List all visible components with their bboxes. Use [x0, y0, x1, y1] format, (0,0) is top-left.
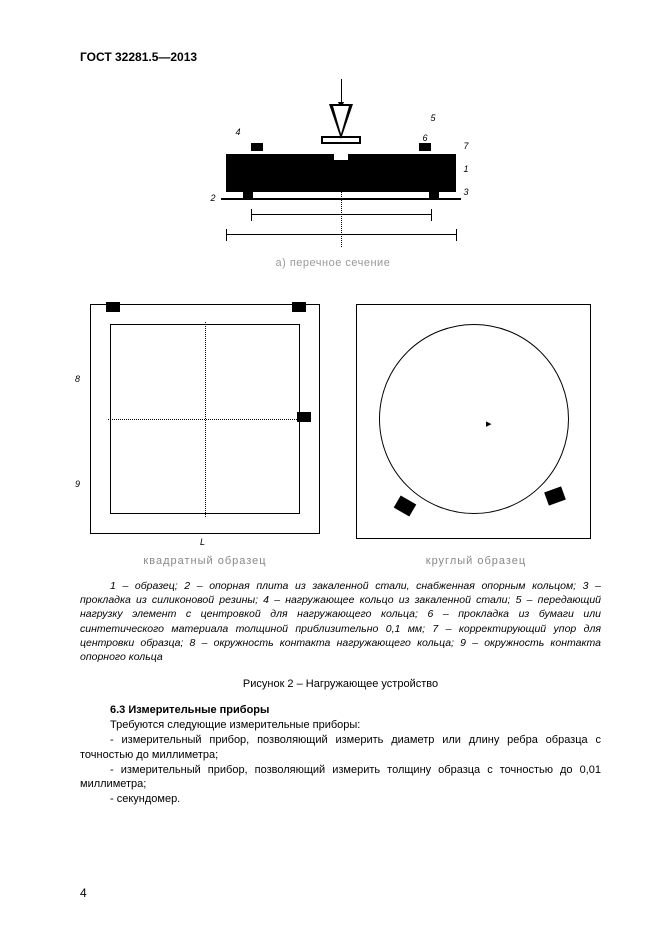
page-number: 4	[80, 886, 87, 900]
label-8: 8	[75, 374, 80, 384]
document-header: ГОСТ 32281.5—2013	[80, 50, 601, 64]
label-2: 2	[211, 193, 216, 203]
label-5: 5	[431, 113, 436, 123]
arrow-icon: ▸	[486, 417, 492, 430]
section-6-3-line4: - секундомер.	[80, 792, 601, 807]
round-sample-diagram: ▸	[351, 299, 601, 549]
label-6: 6	[423, 133, 428, 143]
round-sample-caption: круглый образец	[351, 555, 601, 567]
figure-2: 1 2 3 4 5 6 7 а) перечное сечение 8	[80, 79, 601, 690]
label-3: 3	[464, 187, 469, 197]
section-6-3-line2: - измерительный прибор, позволяющий изме…	[80, 733, 601, 763]
section-6-3-heading: 6.3 Измерительные приборы	[80, 704, 601, 716]
square-sample-caption: квадратный образец	[80, 555, 330, 567]
cross-section-caption: а) перечное сечение	[276, 257, 391, 269]
figure-legend: 1 – образец; 2 – опорная плита из закале…	[80, 579, 601, 664]
label-1: 1	[464, 164, 469, 174]
label-L: L	[200, 537, 205, 547]
cross-section-diagram: 1 2 3 4 5 6 7 а) перечное сечение	[171, 79, 511, 279]
label-7: 7	[464, 141, 469, 151]
label-9: 9	[75, 479, 80, 489]
square-sample-diagram: 8 9 L	[80, 299, 330, 549]
section-6-3-line3: - измерительный прибор, позволяющий изме…	[80, 763, 601, 793]
label-4: 4	[236, 127, 241, 137]
section-6-3-line1: Требуются следующие измерительные прибор…	[80, 718, 601, 733]
figure-caption: Рисунок 2 – Нагружающее устройство	[80, 678, 601, 690]
